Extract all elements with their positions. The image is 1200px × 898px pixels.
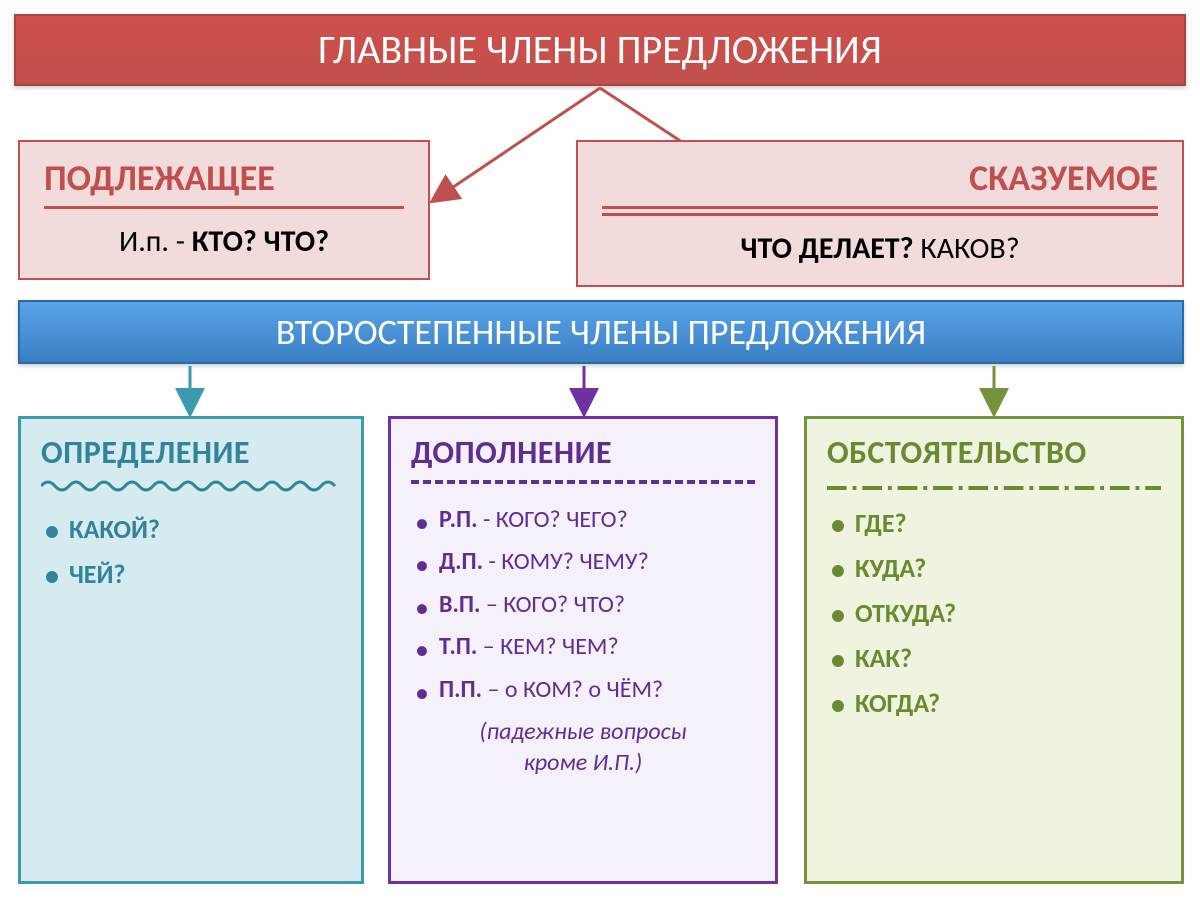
complement-dashed-underline <box>411 480 755 484</box>
case-label: Д.П. <box>439 547 483 576</box>
note-line: (падежные вопросы <box>479 717 686 746</box>
list-item: КАКОЙ? <box>41 512 341 547</box>
separator: - <box>483 547 501 576</box>
adverbial-dashdot-underline <box>827 478 1161 486</box>
separator: – <box>482 675 505 704</box>
case-question: КОГО? ЧЕГО? <box>496 505 628 534</box>
definition-list: КАКОЙ? ЧЕЙ? <box>41 512 341 592</box>
subject-box: ПОДЛЕЖАЩЕЕ И.п. - КТО? ЧТО? <box>18 140 430 280</box>
list-item: ГДЕ? <box>827 506 1161 541</box>
definition-title: ОПРЕДЕЛЕНИЕ <box>41 433 341 472</box>
complement-box: ДОПОЛНЕНИЕ Р.П. - КОГО? ЧЕГО? Д.П. - КОМ… <box>388 416 778 884</box>
separator: – <box>480 590 503 619</box>
predicate-double-underline-1 <box>602 206 1158 209</box>
secondary-members-header: ВТОРОСТЕПЕННЫЕ ЧЛЕНЫ ПРЕДЛОЖЕНИЯ <box>18 300 1184 364</box>
list-item: КУДА? <box>827 551 1161 586</box>
list-item: КОГДА? <box>827 686 1161 721</box>
case-question: о КОМ? о ЧЁМ? <box>505 675 663 704</box>
list-item: Т.П. – КЕМ? ЧЕМ? <box>411 631 755 663</box>
adverbial-list: ГДЕ? КУДА? ОТКУДА? КАК? КОГДА? <box>827 506 1161 721</box>
predicate-question-bold: ЧТО ДЕЛАЕТ? <box>740 230 913 267</box>
separator: – <box>477 632 500 661</box>
list-item: ЧЕЙ? <box>41 557 341 592</box>
note-line: кроме И.П.) <box>524 748 643 777</box>
case-question: КОМУ? ЧЕМУ? <box>501 547 648 576</box>
predicate-question: ЧТО ДЕЛАЕТ? КАКОВ? <box>602 230 1158 267</box>
case-question: КЕМ? ЧЕМ? <box>500 632 619 661</box>
list-item: Р.П. - КОГО? ЧЕГО? <box>411 504 755 536</box>
case-label: В.П. <box>439 590 480 619</box>
subject-question-bold: КТО? ЧТО? <box>192 223 329 260</box>
list-item: В.П. – КОГО? ЧТО? <box>411 589 755 621</box>
case-label: Р.П. <box>439 505 478 534</box>
subject-question-prefix: И.п. - <box>119 223 192 260</box>
predicate-question-suffix: КАКОВ? <box>914 230 1020 267</box>
list-item: П.П. – о КОМ? о ЧЁМ? <box>411 674 755 706</box>
list-item: КАК? <box>827 641 1161 676</box>
definition-wavy-underline <box>41 478 341 492</box>
subject-single-underline <box>44 206 404 209</box>
case-label: Т.П. <box>439 632 477 661</box>
case-question: КОГО? ЧТО? <box>503 590 625 619</box>
definition-box: ОПРЕДЕЛЕНИЕ КАКОЙ? ЧЕЙ? <box>18 416 364 884</box>
adverbial-title: ОБСТОЯТЕЛЬСТВО <box>827 433 1161 472</box>
complement-list: Р.П. - КОГО? ЧЕГО? Д.П. - КОМУ? ЧЕМУ? В.… <box>411 504 755 706</box>
case-label: П.П. <box>439 675 482 704</box>
complement-title: ДОПОЛНЕНИЕ <box>411 433 755 472</box>
main-members-header: ГЛАВНЫЕ ЧЛЕНЫ ПРЕДЛОЖЕНИЯ <box>14 14 1186 86</box>
separator: - <box>478 505 496 534</box>
list-item: ОТКУДА? <box>827 596 1161 631</box>
list-item: Д.П. - КОМУ? ЧЕМУ? <box>411 546 755 578</box>
adverbial-box: ОБСТОЯТЕЛЬСТВО ГДЕ? КУДА? ОТКУДА? КАК? К… <box>804 416 1184 884</box>
predicate-box: СКАЗУЕМОЕ ЧТО ДЕЛАЕТ? КАКОВ? <box>576 140 1184 287</box>
predicate-title: СКАЗУЕМОЕ <box>602 156 1158 200</box>
subject-title: ПОДЛЕЖАЩЕЕ <box>44 156 404 200</box>
subject-question: И.п. - КТО? ЧТО? <box>44 223 404 260</box>
predicate-double-underline-2 <box>602 213 1158 216</box>
complement-note: (падежные вопросы кроме И.П.) <box>411 716 755 778</box>
